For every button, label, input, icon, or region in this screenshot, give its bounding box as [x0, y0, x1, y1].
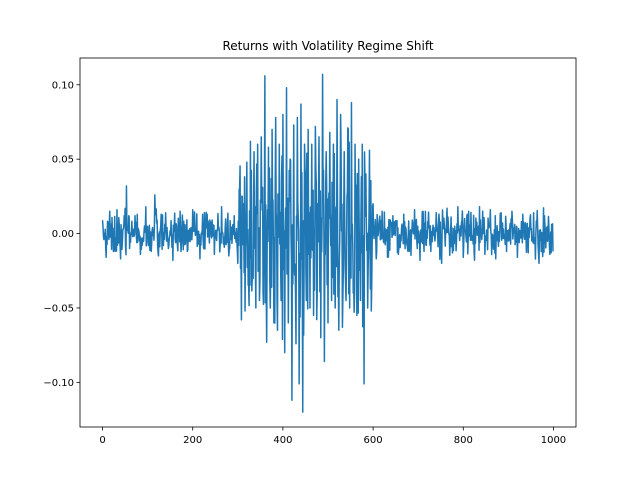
series-line	[101, 73, 554, 413]
chart-title: Returns with Volatility Regime Shift	[222, 39, 433, 53]
x-tick-label: 0	[99, 435, 105, 446]
x-axis: 0 200 400 600 800 1000	[99, 427, 566, 446]
x-tick-label: 400	[273, 435, 292, 446]
x-tick-label: 800	[454, 435, 473, 446]
x-tick-label: 1000	[541, 435, 566, 446]
y-tick-label: 0.10	[52, 80, 74, 91]
y-tick-label: −0.10	[43, 378, 74, 389]
y-tick-label: 0.05	[52, 155, 74, 166]
plot-frame	[79, 57, 577, 428]
x-tick-label: 600	[364, 435, 383, 446]
x-tick-label: 200	[183, 435, 202, 446]
series-layer	[101, 73, 554, 413]
y-tick-label: −0.05	[43, 303, 74, 314]
y-axis: −0.10 −0.05 0.00 0.05 0.10	[43, 80, 80, 389]
y-tick-label: 0.00	[52, 229, 74, 240]
